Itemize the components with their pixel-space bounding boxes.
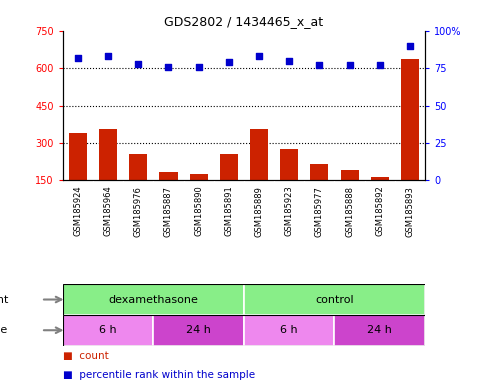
Text: agent: agent (0, 295, 9, 305)
Point (195, 64, 202, 70)
Bar (244, 315, 334, 346)
Bar (280, 149, 298, 218)
Bar (99, 129, 117, 218)
Text: 6 h: 6 h (99, 325, 117, 335)
Text: GSM185923: GSM185923 (284, 186, 294, 237)
Bar (63, 315, 154, 346)
Text: 24 h: 24 h (186, 325, 211, 335)
Point (255, 53, 263, 59)
Bar (129, 154, 147, 218)
Text: 6 h: 6 h (281, 325, 298, 335)
Point (74, 55, 82, 61)
Text: GSM185890: GSM185890 (194, 186, 203, 237)
Bar (335, 315, 425, 346)
Text: dexamethasone: dexamethasone (108, 295, 199, 305)
Point (165, 64, 172, 70)
Bar (154, 315, 244, 346)
Point (134, 61, 142, 67)
Point (346, 62, 354, 68)
Bar (159, 172, 178, 218)
Point (225, 59, 233, 65)
Bar (371, 177, 389, 218)
Text: GSM185892: GSM185892 (375, 186, 384, 237)
Bar (69, 133, 87, 218)
Point (315, 62, 323, 68)
Text: GSM185891: GSM185891 (224, 186, 233, 237)
Bar (189, 174, 208, 218)
Title: GDS2802 / 1434465_x_at: GDS2802 / 1434465_x_at (164, 15, 324, 28)
Text: GSM185889: GSM185889 (255, 186, 264, 237)
Text: control: control (315, 295, 354, 305)
Point (285, 58, 293, 64)
Text: GSM185964: GSM185964 (103, 186, 113, 237)
Bar (220, 154, 238, 218)
Text: ■  percentile rank within the sample: ■ percentile rank within the sample (63, 370, 255, 380)
Text: GSM185976: GSM185976 (134, 186, 143, 237)
Text: time: time (0, 325, 9, 335)
Point (376, 62, 384, 68)
Text: GSM185888: GSM185888 (345, 186, 354, 237)
Text: GSM185893: GSM185893 (405, 186, 414, 237)
Text: 24 h: 24 h (367, 325, 392, 335)
Text: GSM185924: GSM185924 (73, 186, 83, 236)
Bar (250, 129, 268, 218)
Text: ■  count: ■ count (63, 351, 109, 361)
Bar (341, 170, 358, 218)
Bar (244, 284, 425, 315)
Bar (401, 60, 419, 218)
Point (104, 53, 112, 59)
Point (406, 43, 414, 49)
Text: GSM185887: GSM185887 (164, 186, 173, 237)
Bar (311, 164, 328, 218)
Bar (63, 284, 244, 315)
Text: GSM185977: GSM185977 (315, 186, 324, 237)
